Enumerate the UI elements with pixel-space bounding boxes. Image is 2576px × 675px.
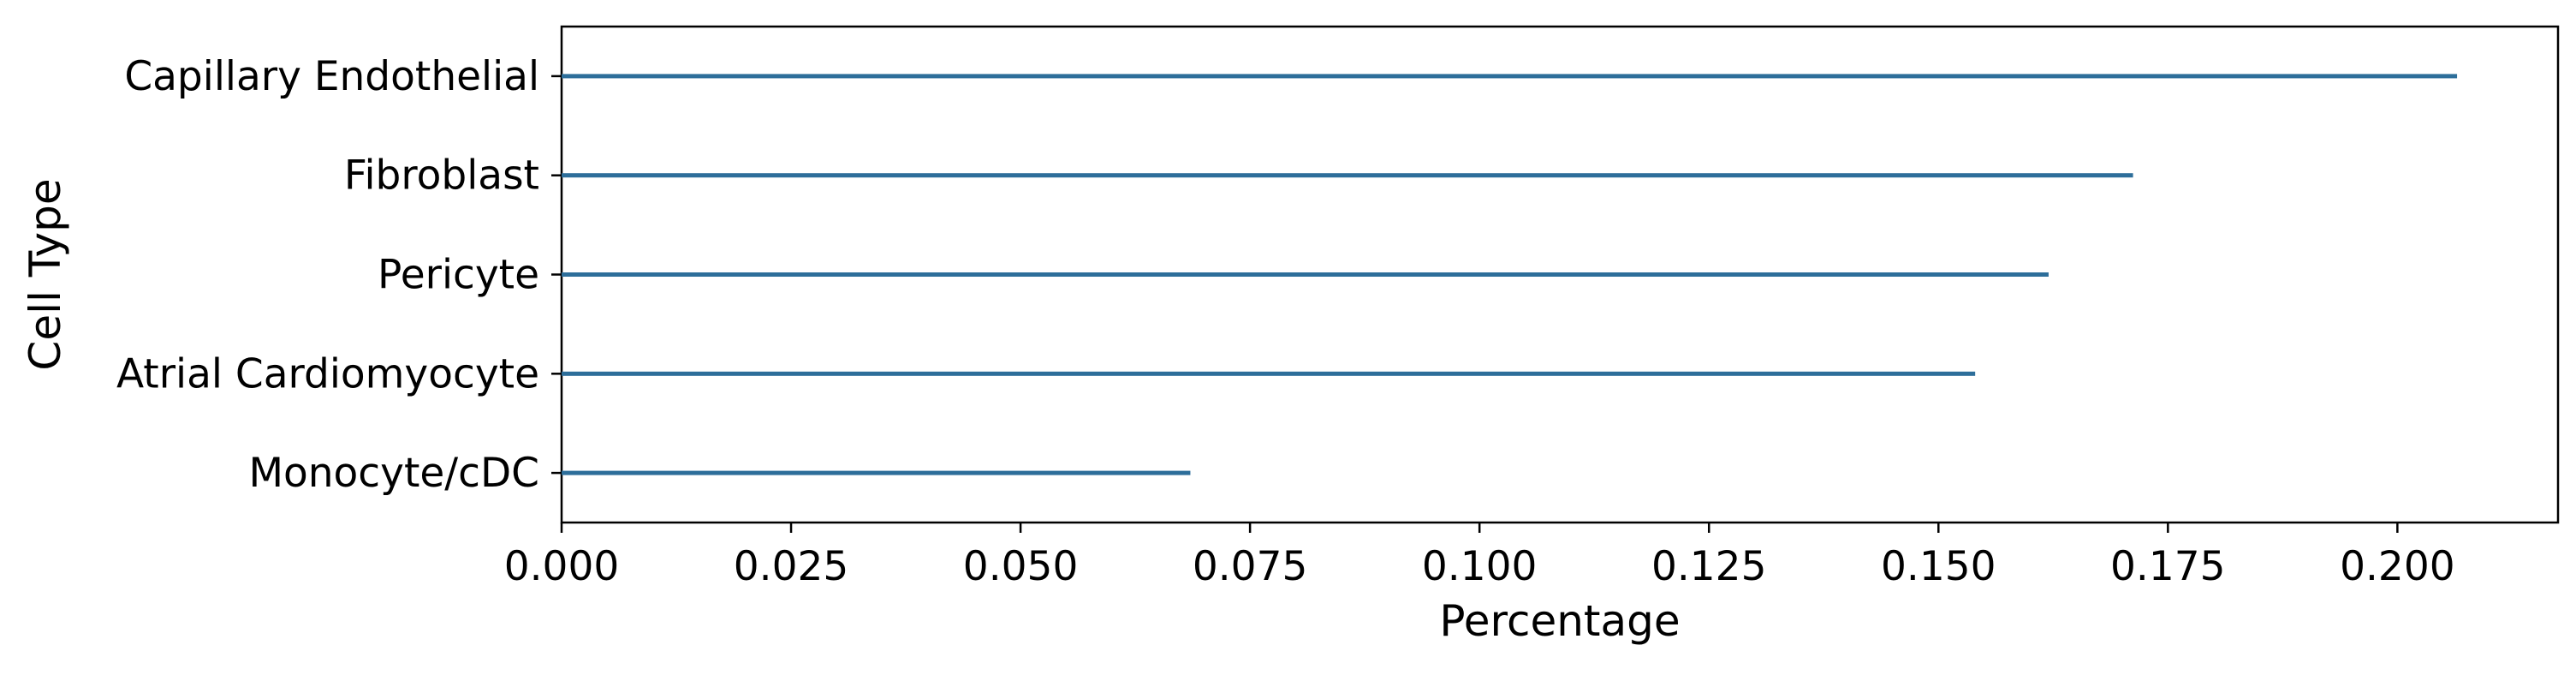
y-axis: Capillary Endothelial Fibroblast Pericyte A…	[116, 53, 562, 497]
x-tick-label: 0.200	[2340, 543, 2455, 590]
x-tick-label: 0.025	[734, 543, 849, 590]
bar	[562, 74, 2458, 79]
y-axis-title: Cell Type	[21, 178, 70, 370]
x-axis-title: Percentage	[1439, 596, 1680, 646]
x-tick-label: 0.075	[1193, 543, 1308, 590]
x-axis: 0.000 0.025 0.050 0.075 0.100 0.125 0.150 0.175…	[504, 523, 2455, 590]
y-tick-label: Capillary Endothelial	[124, 53, 539, 100]
bars-group	[562, 74, 2458, 475]
bar	[562, 272, 2049, 277]
y-tick-label: Fibroblast	[344, 152, 539, 200]
x-tick-label: 0.125	[1651, 543, 1767, 590]
x-tick-label: 0.175	[2110, 543, 2226, 590]
bar	[562, 470, 1191, 475]
bar	[562, 173, 2133, 178]
x-tick-label: 0.050	[963, 543, 1079, 590]
bar	[562, 371, 1976, 376]
y-tick-label: Pericyte	[378, 252, 539, 299]
x-tick-label: 0.000	[504, 543, 620, 590]
y-tick-label: Atrial Cardiomyocyte	[116, 350, 539, 397]
y-tick-label: Monocyte/cDC	[248, 450, 539, 497]
x-tick-label: 0.150	[1881, 543, 1996, 590]
x-tick-label: 0.100	[1422, 543, 1538, 590]
